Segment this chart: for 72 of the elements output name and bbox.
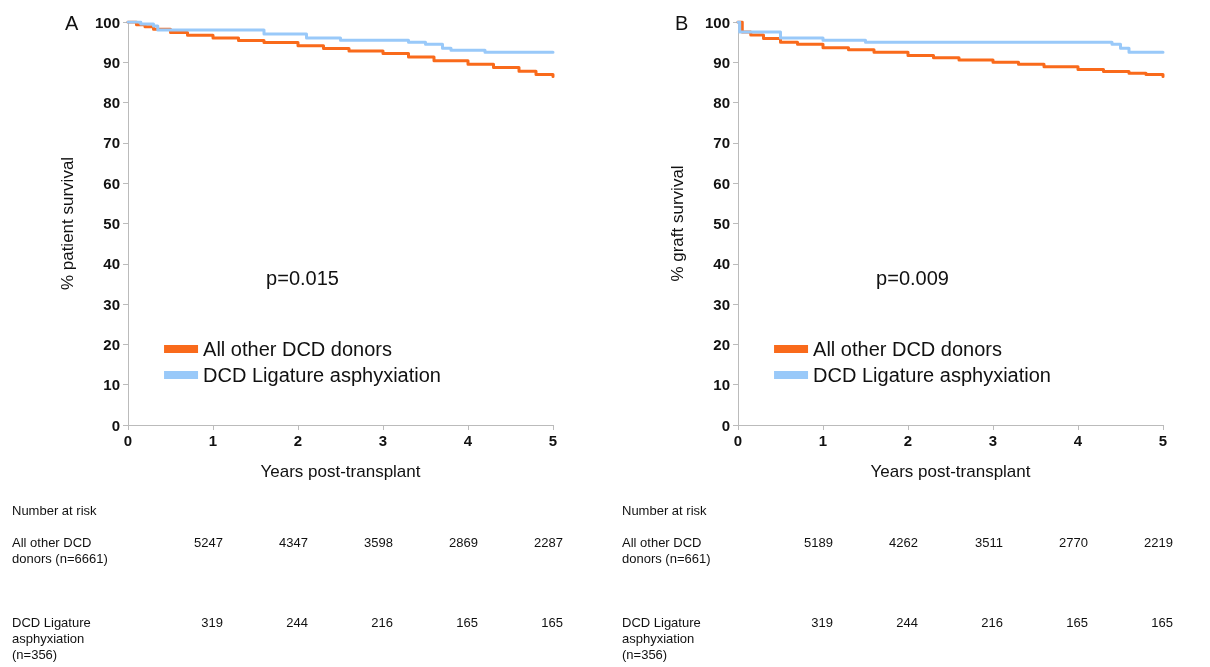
y-tick-label: 30 xyxy=(713,295,730,313)
x-tick-label: 4 xyxy=(1073,432,1083,449)
x-tick-label: 1 xyxy=(208,432,218,449)
text: 2219 xyxy=(1143,535,1173,550)
x-tick-label: 2 xyxy=(903,432,913,449)
x-tick-label: 4 xyxy=(463,432,473,449)
y-tick-label: 60 xyxy=(103,174,120,192)
text: 165 xyxy=(455,615,478,630)
y-tick-label: 90 xyxy=(103,53,120,71)
text: 165 xyxy=(1150,615,1173,630)
text: All other DCD donors (n=6661) xyxy=(12,535,109,567)
y-tick-label: 0 xyxy=(111,416,120,434)
text: DCD Ligature asphyxiation (n=356) xyxy=(12,615,92,663)
y-tick-label: 100 xyxy=(704,13,730,31)
y-tick-label: 80 xyxy=(713,94,730,112)
x-axis-title: Years post-transplant xyxy=(260,462,421,481)
x-tick-label: 1 xyxy=(818,432,828,449)
text: 2869 xyxy=(448,535,478,550)
y-tick-label: 70 xyxy=(713,134,730,152)
x-tick-label: 0 xyxy=(123,432,133,449)
y-tick-label: 10 xyxy=(713,376,730,394)
text: 5247 xyxy=(193,535,223,550)
x-tick-label: 0 xyxy=(733,432,743,449)
annotation: p=0.015 xyxy=(266,267,339,289)
legend-label: All other DCD donors xyxy=(813,338,1003,360)
y-tick-label: 100 xyxy=(94,13,120,31)
y-tick-label: 10 xyxy=(103,376,120,394)
y-tick-label: 50 xyxy=(103,215,120,232)
x-tick-label: 3 xyxy=(378,432,388,449)
text: 319 xyxy=(810,615,833,630)
text: 3598 xyxy=(363,535,393,550)
text: 4347 xyxy=(278,535,308,550)
y-tick-label: 40 xyxy=(713,255,730,273)
x-tick-label: 5 xyxy=(1158,432,1168,449)
text: All other DCD donors (n=661) xyxy=(622,535,712,567)
text: 216 xyxy=(980,615,1003,630)
text: 2770 xyxy=(1058,535,1088,550)
text: 216 xyxy=(370,615,393,630)
legend-label: DCD Ligature asphyxiation xyxy=(203,364,441,386)
x-tick-label: 3 xyxy=(988,432,998,449)
y-tick-label: 30 xyxy=(103,295,120,313)
x-axis-title: Years post-transplant xyxy=(870,462,1031,481)
y-tick-label: 20 xyxy=(713,335,730,353)
legend-label: DCD Ligature asphyxiation xyxy=(813,364,1051,386)
chart-title: B xyxy=(675,12,689,34)
text: Number at risk xyxy=(622,503,708,519)
y-tick-label: 90 xyxy=(713,53,730,71)
text: 165 xyxy=(540,615,563,630)
text: 3511 xyxy=(974,535,1003,550)
y-tick-label: 0 xyxy=(721,416,730,434)
y-tick-label: 20 xyxy=(103,335,120,353)
y-tick-label: 70 xyxy=(103,134,120,152)
legend-label: All other DCD donors xyxy=(203,338,393,360)
text: 319 xyxy=(200,615,223,630)
text: 4262 xyxy=(888,535,918,550)
x-tick-label: 5 xyxy=(548,432,558,449)
text: Number at risk xyxy=(12,503,98,519)
y-tick-label: 50 xyxy=(713,215,730,232)
y-tick-label: 80 xyxy=(103,94,120,112)
y-tick-label: 60 xyxy=(713,174,730,192)
text: 5189 xyxy=(803,535,833,550)
y-axis-title: % graft survival xyxy=(668,165,687,282)
x-tick-label: 2 xyxy=(293,432,303,449)
text: DCD Ligature asphyxiation (n=356) xyxy=(622,615,702,663)
text: 244 xyxy=(285,615,308,630)
annotation: p=0.009 xyxy=(876,267,949,289)
y-axis-title: % patient survival xyxy=(58,156,77,291)
y-tick-label: 40 xyxy=(103,255,120,273)
text: 244 xyxy=(895,615,918,630)
text: 165 xyxy=(1065,615,1088,630)
text: 2287 xyxy=(533,535,563,550)
chart-title: A xyxy=(65,12,79,34)
